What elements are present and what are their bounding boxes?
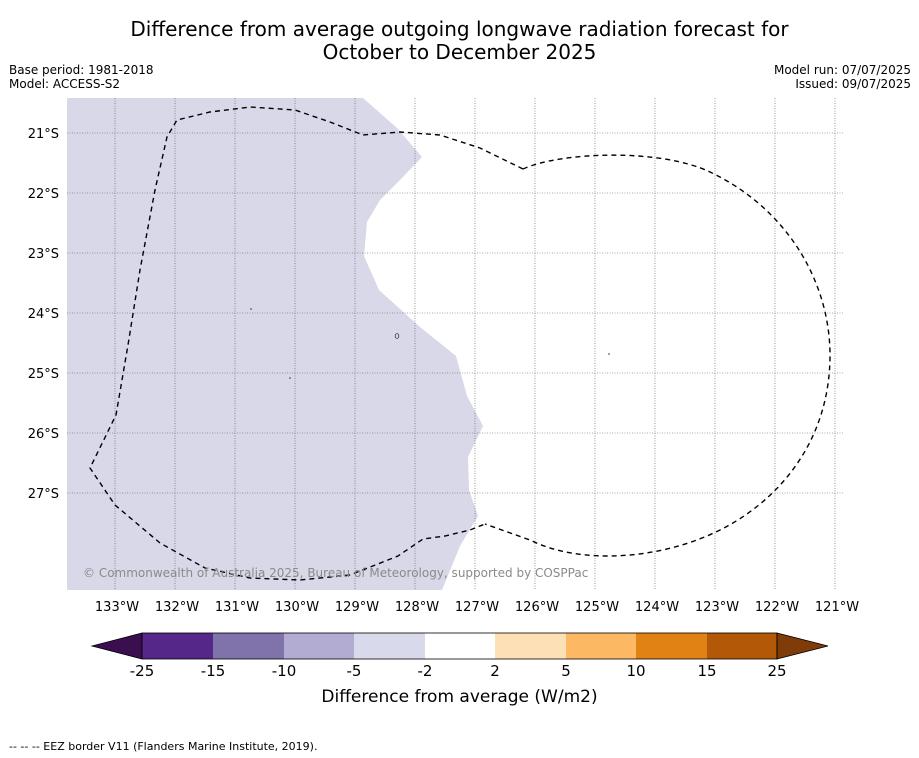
colorbar-tick-labels: -25 -15 -10 -5 -2 2 5 10 15 25: [130, 662, 787, 680]
meta-left: Base period: 1981-2018 Model: ACCESS-S2: [9, 63, 154, 91]
colorbar-tick-label: -10: [272, 662, 297, 680]
longitude-label: 126°W: [515, 600, 559, 615]
eez-legend-footer: -- -- -- EEZ border V11 (Flanders Marine…: [9, 740, 318, 753]
colorbar: [90, 632, 829, 660]
map-title: Difference from average outgoing longwav…: [0, 18, 919, 64]
colorbar-segment: [284, 633, 354, 659]
latitude-label: 23°S: [28, 247, 59, 262]
colorbar-tick-label: 25: [767, 662, 786, 680]
anomaly-fill-region: [67, 98, 483, 590]
latitude-label: 21°S: [28, 127, 59, 142]
island-marker: [608, 353, 610, 355]
title-line-1: Difference from average outgoing longwav…: [130, 17, 789, 41]
longitude-label: 127°W: [455, 600, 499, 615]
colorbar-segment: [142, 633, 213, 659]
colorbar-segment: [354, 633, 425, 659]
colorbar-segment: [495, 633, 566, 659]
model-run: Model run: 07/07/2025: [773, 63, 911, 77]
model-name: Model: ACCESS-S2: [9, 77, 121, 91]
copyright-notice: © Commonwealth of Australia 2025, Bureau…: [83, 566, 588, 580]
latitude-label: 24°S: [28, 307, 59, 322]
longitude-label: 124°W: [635, 600, 679, 615]
colorbar-segment: [425, 633, 495, 659]
longitude-label: 121°W: [815, 600, 859, 615]
latitude-label: 27°S: [28, 487, 59, 502]
longitude-label: 132°W: [155, 600, 199, 615]
colorbar-extend-low: [90, 632, 143, 660]
colorbar-tick-label: -5: [347, 662, 362, 680]
colorbar-segment: [213, 633, 284, 659]
colorbar-tick-label: 15: [697, 662, 716, 680]
colorbar-segment: [636, 633, 707, 659]
longitude-label: 129°W: [335, 600, 379, 615]
graticule: [67, 98, 843, 590]
colorbar-segment: [566, 633, 636, 659]
latitude-label: 26°S: [28, 427, 59, 442]
longitude-label: 125°W: [575, 600, 619, 615]
colorbar-tick-label: -15: [201, 662, 226, 680]
forecast-map: 21°S22°S23°S24°S25°S26°S27°S 133°W 132°W 1…: [28, 98, 859, 680]
longitude-label: 130°W: [275, 600, 319, 615]
longitude-label: 122°W: [755, 600, 799, 615]
colorbar-title: Difference from average (W/m2): [321, 687, 598, 707]
eez-border-west: [89, 106, 524, 581]
title-line-2: October to December 2025: [322, 40, 597, 64]
colorbar-tick-label: -25: [130, 662, 155, 680]
latitude-label: 25°S: [28, 367, 59, 382]
colorbar-tick-label: -2: [418, 662, 433, 680]
issued-date: Issued: 09/07/2025: [795, 77, 911, 91]
longitude-labels: 133°W 132°W 131°W 130°W 129°W 128°W 127°W 126°W…: [95, 600, 859, 615]
colorbar-tick-label: 2: [490, 662, 500, 680]
eez-border-east: [484, 154, 831, 557]
longitude-label: 128°W: [395, 600, 439, 615]
island-marker: [394, 333, 400, 339]
colorbar-extend-high: [776, 632, 829, 660]
island-marker: [250, 308, 252, 310]
longitude-label: 131°W: [215, 600, 259, 615]
latitude-label: 22°S: [28, 187, 59, 202]
latitude-labels: 21°S 22°S 23°S 24°S 25°S 26°S 27°S: [28, 127, 59, 502]
island-marker: [289, 377, 291, 379]
colorbar-outline: [141, 632, 778, 660]
meta-right: Model run: 07/07/2025 Issued: 09/07/2025: [774, 63, 911, 91]
base-period: Base period: 1981-2018: [9, 63, 154, 77]
colorbar-tick-label: 10: [626, 662, 645, 680]
colorbar-tick-label: 5: [561, 662, 571, 680]
longitude-label: 123°W: [695, 600, 739, 615]
colorbar-segment: [707, 633, 777, 659]
longitude-label: 133°W: [95, 600, 139, 615]
